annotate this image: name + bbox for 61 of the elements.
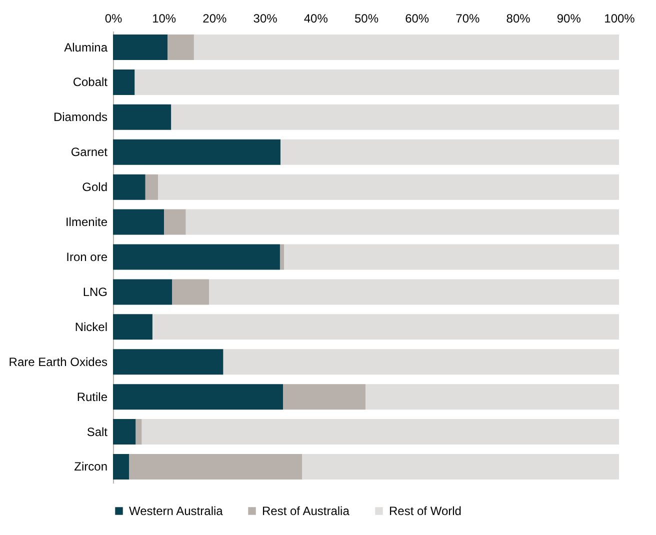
y-tick-label: LNG: [82, 284, 108, 299]
bar: [113, 174, 146, 200]
bar: [113, 349, 224, 375]
x-tick-label: 30%: [253, 12, 278, 26]
bar: [164, 209, 186, 235]
bar: [186, 209, 619, 235]
bar: [168, 34, 194, 60]
bar: [113, 384, 284, 410]
bar: [172, 279, 210, 305]
bar: [113, 209, 164, 235]
bar: [280, 139, 619, 165]
legend-label: Western Australia: [129, 504, 224, 518]
x-tick-label: 20%: [202, 12, 228, 26]
bar: [136, 419, 142, 445]
bar: [113, 69, 135, 95]
bar: [113, 314, 152, 340]
x-tick-label: 40%: [304, 12, 328, 26]
x-tick-label: 10%: [152, 12, 176, 26]
bar: [152, 314, 619, 340]
bar: [280, 244, 284, 270]
y-tick-label: Rare Earth Oxides: [8, 354, 108, 369]
bar: [365, 384, 619, 410]
y-tick-label: Zircon: [74, 460, 108, 474]
bar: [284, 244, 619, 270]
bar: [283, 384, 366, 410]
bar: [113, 34, 168, 60]
bar: [145, 174, 158, 200]
y-tick-label: Ilmenite: [65, 215, 108, 230]
bar: [113, 139, 280, 165]
x-tick-label: 90%: [556, 12, 582, 26]
x-tick-label: 80%: [506, 12, 531, 26]
x-tick-label: 100%: [604, 12, 636, 26]
bar: [113, 244, 280, 270]
bar: [134, 69, 619, 95]
bar: [209, 279, 619, 305]
bar: [302, 454, 619, 480]
x-tick-label: 0%: [104, 12, 122, 26]
bar: [129, 454, 302, 480]
legend-label: Rest of Australia: [262, 504, 350, 518]
bar: [113, 279, 172, 305]
x-tick-label: 60%: [405, 12, 430, 26]
bar: [194, 34, 619, 60]
y-tick-label: Alumina: [64, 40, 108, 54]
bar: [142, 419, 619, 445]
y-tick-label: Salt: [86, 424, 108, 439]
bar: [223, 349, 619, 375]
legend-label: Rest of World: [389, 504, 462, 518]
bar: [171, 104, 619, 130]
y-tick-label: Cobalt: [72, 75, 108, 90]
bar: [113, 104, 172, 130]
y-tick-label: Nickel: [74, 320, 108, 334]
bar: [113, 454, 130, 480]
x-tick-label: 50%: [354, 12, 379, 26]
y-tick-label: Diamonds: [53, 110, 108, 124]
y-tick-label: Gold: [82, 180, 108, 194]
y-tick-label: Iron ore: [66, 250, 108, 264]
y-tick-label: Rutile: [76, 390, 108, 404]
bar: [113, 419, 136, 445]
y-tick-label: Garnet: [70, 145, 108, 160]
x-tick-label: 70%: [456, 12, 480, 26]
bar: [158, 174, 619, 200]
